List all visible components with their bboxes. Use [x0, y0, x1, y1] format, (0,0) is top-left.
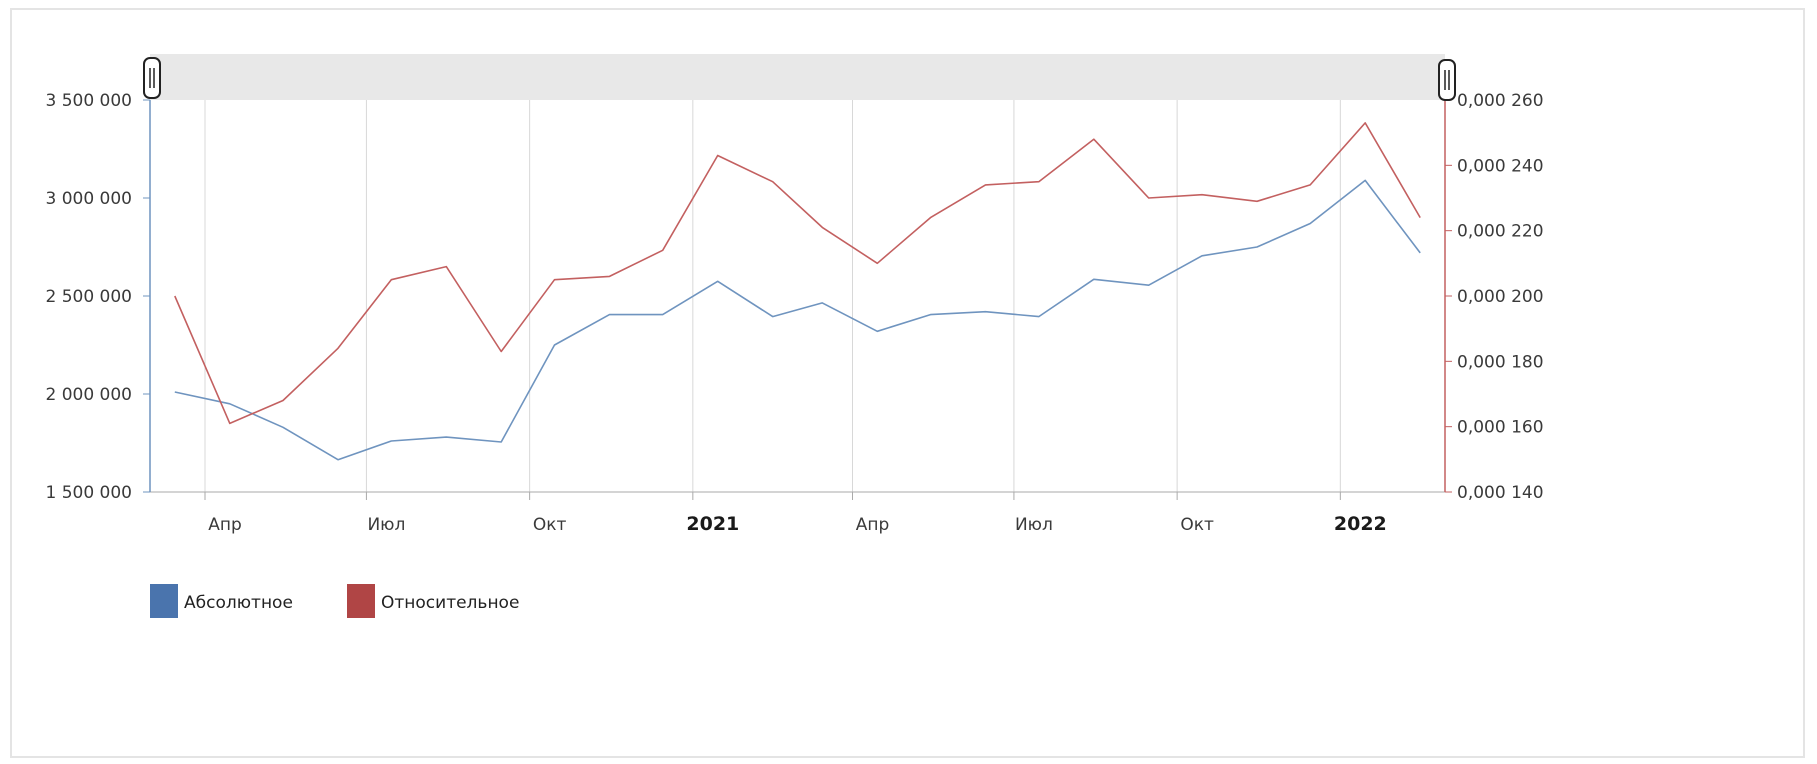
y-right-tick-label: 0,000 140: [1457, 483, 1544, 503]
y-left-tick-label: 3 500 000: [45, 91, 132, 111]
handle-body[interactable]: [143, 57, 161, 99]
x-tick-label: Окт: [1180, 515, 1214, 535]
legend-label-relative: Относительное: [381, 593, 519, 613]
y-left-tick-label: 1 500 000: [45, 483, 132, 503]
y-right-tick-label: 0,000 260: [1457, 91, 1544, 111]
navigator-handle-right[interactable]: [1438, 59, 1456, 101]
legend-swatch-absolute: [150, 584, 178, 618]
y-right-tick-label: 0,000 200: [1457, 287, 1544, 307]
line-chart: Апр Июл Окт 2021 Апр Июл Окт 2022 1 500 000 2 000…: [45, 54, 1544, 618]
legend-swatch-relative: [347, 584, 375, 618]
y-left-tick-label: 3 000 000: [45, 189, 132, 209]
y-right-tick-label: 0,000 160: [1457, 418, 1544, 438]
x-tick-label: Июл: [367, 515, 405, 535]
x-tick-label: Апр: [856, 515, 890, 535]
legend-label-absolute: Абсолютное: [184, 593, 293, 613]
navigator-bar[interactable]: [150, 54, 1445, 100]
chart-panel: Апр Июл Окт 2021 Апр Июл Окт 2022 1 500 000 2 000…: [10, 8, 1805, 758]
x-tick-label: Апр: [208, 515, 242, 535]
x-tick-label: Июл: [1015, 515, 1053, 535]
navigator-handle-left[interactable]: [143, 57, 161, 99]
series-line-absolute: [174, 179, 1421, 461]
series-line-relative: [174, 122, 1421, 425]
x-tick-label: 2021: [686, 513, 739, 535]
x-tick-label: Окт: [533, 515, 567, 535]
legend-item-absolute[interactable]: Абсолютное: [150, 584, 293, 618]
handle-body[interactable]: [1438, 59, 1456, 101]
x-tick-label: 2022: [1334, 513, 1387, 535]
y-left-tick-label: 2 500 000: [45, 287, 132, 307]
y-right-tick-label: 0,000 220: [1457, 222, 1544, 242]
legend-item-relative[interactable]: Относительное: [347, 584, 519, 618]
y-right-tick-label: 0,000 240: [1457, 156, 1544, 176]
y-right-tick-label: 0,000 180: [1457, 352, 1544, 372]
y-left-tick-label: 2 000 000: [45, 385, 132, 405]
